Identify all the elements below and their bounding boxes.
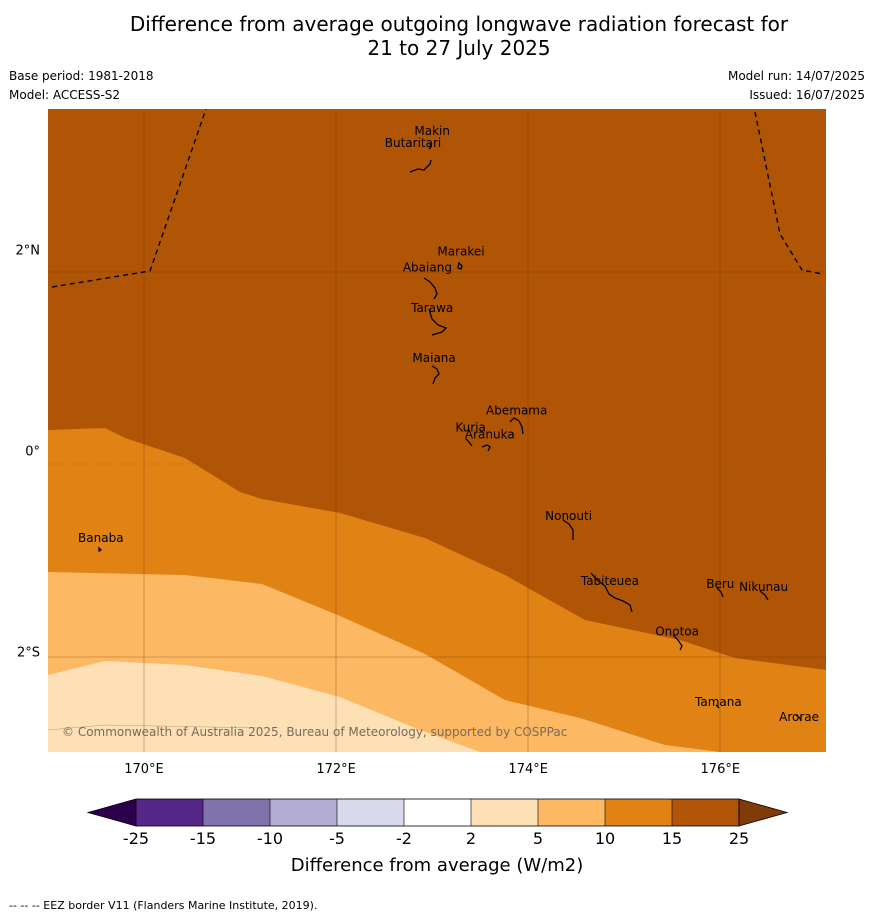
place-label-makin: Makin bbox=[414, 124, 450, 138]
colorbar-segment-m10-m5 bbox=[270, 799, 337, 826]
colorbar-segment-2-5 bbox=[471, 799, 538, 826]
band-2-5 bbox=[48, 661, 480, 752]
colorbar-tick-15: 15 bbox=[662, 829, 682, 848]
map-title: Difference from average outgoing longwav… bbox=[0, 12, 873, 60]
eez-border-east bbox=[754, 111, 823, 275]
island-nikunau bbox=[759, 590, 769, 601]
model-run: Model run: 14/07/2025 bbox=[727, 69, 865, 83]
place-label-butaritari: Butaritari bbox=[385, 136, 442, 150]
eez-borders bbox=[51, 109, 823, 288]
place-label-tabiteuea: Tabiteuea bbox=[580, 574, 639, 588]
island-arorae bbox=[795, 714, 802, 722]
island-kuria bbox=[465, 438, 473, 447]
place-label-banaba: Banaba bbox=[78, 531, 124, 545]
colorbar-segment-10-15 bbox=[605, 799, 672, 826]
place-label-arorae: Arorae bbox=[779, 710, 819, 724]
lon-tick-170: 170°E bbox=[124, 762, 164, 777]
colorbar-tick-m5: -5 bbox=[329, 829, 345, 848]
meta-right: Model run: 14/07/2025 Issued: 16/07/2025 bbox=[728, 67, 865, 105]
colorbar-tick-25: 25 bbox=[729, 829, 749, 848]
colorbar-segment-5-10 bbox=[538, 799, 605, 826]
lat-tick-m2: 2°S bbox=[17, 646, 40, 661]
island-tabiteuea bbox=[590, 572, 633, 613]
place-label-beru: Beru bbox=[706, 577, 734, 591]
island-butaritari bbox=[409, 159, 432, 173]
island-abaiang bbox=[423, 277, 438, 300]
colorbar-tick-labels: -25 -15 -10 -5 -2 2 5 10 15 25 bbox=[123, 829, 749, 848]
colorbar-high-extension bbox=[738, 798, 789, 827]
colorbar-tick-m2: -2 bbox=[396, 829, 412, 848]
colorbar-dividers bbox=[202, 799, 673, 826]
place-label-onotoa: Onotoa bbox=[655, 624, 699, 638]
band-2-5-edge bbox=[48, 724, 263, 731]
eez-legend-note: -- -- -- EEZ border V11 (Flanders Marine… bbox=[9, 899, 318, 912]
island-marakei bbox=[457, 261, 463, 270]
colorbar-low-extension bbox=[86, 798, 137, 827]
island-banaba bbox=[98, 546, 103, 553]
colorbar-tick-10: 10 bbox=[595, 829, 615, 848]
island-aranuka bbox=[481, 444, 491, 452]
lat-tick-2: 2°N bbox=[16, 244, 41, 259]
colorbar: -25 -15 -10 -5 -2 2 5 10 15 25 Difference from av… bbox=[86, 798, 789, 876]
place-label-nikunau: Nikunau bbox=[739, 580, 788, 594]
graticule bbox=[48, 109, 826, 752]
colorbar-frame bbox=[135, 798, 740, 827]
colorbar-segment-m2-2 bbox=[404, 799, 471, 826]
island-nonouti bbox=[562, 519, 574, 540]
eez-border-west bbox=[51, 109, 207, 288]
place-label-tarawa: Tarawa bbox=[410, 301, 453, 315]
title-line-1: Difference from average outgoing longwav… bbox=[129, 12, 789, 36]
colorbar-tick-m10: -10 bbox=[257, 829, 283, 848]
island-beru bbox=[716, 587, 724, 598]
place-label-maiana: Maiana bbox=[412, 351, 455, 365]
copyright-notice: © Commonwealth of Australia 2025, Bureau… bbox=[62, 725, 567, 739]
lon-tick-174: 174°E bbox=[508, 762, 548, 777]
colorbar-tick-5: 5 bbox=[533, 829, 543, 848]
place-label-abemama: Abemama bbox=[486, 403, 547, 417]
lon-tick-172: 172°E bbox=[316, 762, 356, 777]
meta-left: Base period: 1981-2018 Model: ACCESS-S2 bbox=[9, 67, 154, 105]
colorbar-tick-m15: -15 bbox=[190, 829, 216, 848]
island-maiana bbox=[431, 365, 440, 385]
colorbar-title: Difference from average (W/m2) bbox=[291, 855, 583, 876]
place-label-nonouti: Nonouti bbox=[545, 509, 592, 523]
place-label-aranuka: Aranuka bbox=[465, 428, 515, 442]
island-tamana bbox=[715, 704, 720, 709]
colorbar-segment-m15-m10 bbox=[203, 799, 270, 826]
base-period: Base period: 1981-2018 bbox=[9, 69, 154, 83]
lat-tick-0: 0° bbox=[25, 445, 40, 460]
place-label-abaiang: Abaiang bbox=[403, 261, 452, 275]
island-onotoa bbox=[672, 634, 683, 651]
longitude-ticks: 170°E 172°E 174°E 176°E bbox=[124, 762, 740, 777]
latitude-ticks: 2°N 0° 2°S bbox=[16, 244, 41, 661]
model-name: Model: ACCESS-S2 bbox=[9, 88, 121, 102]
colorbar-segment-15-25 bbox=[672, 799, 739, 826]
lon-tick-176: 176°E bbox=[701, 762, 741, 777]
colorbar-tick-m25: -25 bbox=[123, 829, 149, 848]
title-line-2: 21 to 27 July 2025 bbox=[367, 36, 551, 60]
place-label-marakei: Marakei bbox=[437, 245, 484, 259]
island-makin bbox=[428, 142, 432, 150]
colorbar-segment-m5-m2 bbox=[337, 799, 404, 826]
colorbar-tick-2: 2 bbox=[466, 829, 476, 848]
place-label-tamana: Tamana bbox=[694, 695, 742, 709]
colorbar-segment-m25-m15 bbox=[136, 799, 203, 826]
issued-date: Issued: 16/07/2025 bbox=[749, 88, 865, 102]
island-outlines bbox=[98, 142, 802, 722]
place-label-kuria: Kuria bbox=[455, 421, 486, 435]
island-abemama bbox=[509, 417, 524, 435]
island-tarawa bbox=[428, 308, 448, 336]
